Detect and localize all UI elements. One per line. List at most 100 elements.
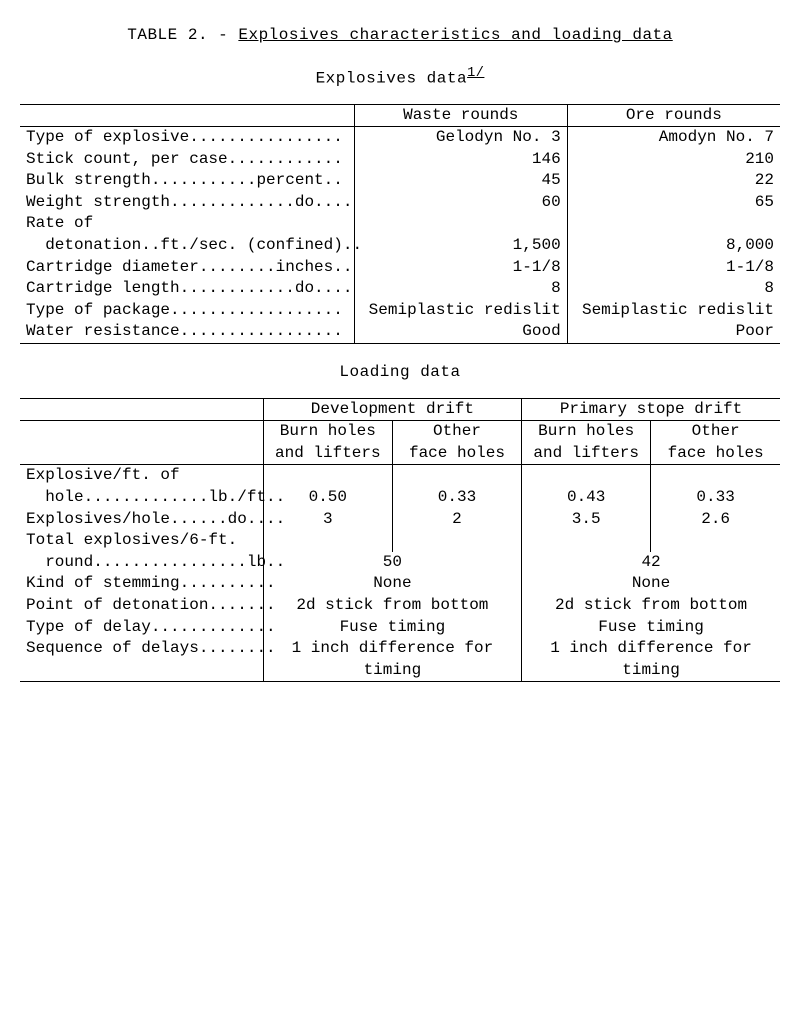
t1-label: Cartridge diameter........inches.. (20, 257, 354, 279)
caption-prefix: TABLE 2. - (127, 26, 238, 44)
t2-val: 0.43 (522, 487, 651, 509)
section1-subtitle-text: Explosives data (316, 69, 468, 87)
t2-label: Sequence of delays........ (20, 638, 263, 682)
t2-sh1-l2: face holes (392, 443, 521, 465)
table-row: round................lb.. 50 42 (20, 552, 780, 574)
t2-group-dev: Development drift (263, 398, 521, 421)
t2-blank2 (20, 421, 263, 465)
t2-dev: 50 (263, 552, 521, 574)
t2-pri: Fuse timing (522, 617, 780, 639)
t2-dev-l2: timing (263, 660, 521, 682)
t2-sh2-l2: and lifters (522, 443, 651, 465)
t2-val: 2.6 (651, 509, 780, 531)
table-row: Cartridge diameter........inches.. 1-1/8… (20, 257, 780, 279)
t1-waste: 60 (354, 192, 567, 214)
t2-val: 0.33 (392, 487, 521, 509)
t2-label: round................lb.. (20, 552, 263, 574)
t1-waste: Semiplastic redislit (354, 300, 567, 322)
table-row: Rate of (20, 213, 780, 235)
t2-pri: 2d stick from bottom (522, 595, 780, 617)
t1-waste: 1-1/8 (354, 257, 567, 279)
t1-waste: Good (354, 321, 567, 343)
t2-label: Explosive/ft. of (20, 465, 263, 487)
t2-label: Total explosives/6-ft. (20, 530, 263, 552)
t2-blank (20, 398, 263, 421)
t1-label: Stick count, per case............ (20, 149, 354, 171)
t2-val: 0.33 (651, 487, 780, 509)
t1-waste: 8 (354, 278, 567, 300)
table-row: Stick count, per case............ 146 21… (20, 149, 780, 171)
t2-pri: None (522, 573, 780, 595)
t2-sh1-l1: Other (392, 421, 521, 443)
t2-val: 3.5 (522, 509, 651, 531)
caption-title: Explosives characteristics and loading d… (238, 26, 672, 44)
t1-label: Rate of (20, 213, 354, 235)
t1-ore: 65 (567, 192, 780, 214)
t1-ore (567, 213, 780, 235)
t1-h2: Ore rounds (567, 104, 780, 127)
table-row: Explosives/hole......do.... 3 2 3.5 2.6 (20, 509, 780, 531)
table-row: Type of delay............. Fuse timing F… (20, 617, 780, 639)
t1-ore: 8 (567, 278, 780, 300)
table-row: Water resistance................. Good P… (20, 321, 780, 343)
explosives-data-table: Waste rounds Ore rounds Type of explosiv… (20, 104, 780, 345)
table-row: Point of detonation....... 2d stick from… (20, 595, 780, 617)
t2-label: Type of delay............. (20, 617, 263, 639)
t2-pri-l1: 1 inch difference for (522, 638, 780, 660)
t1-label: Cartridge length............do.... (20, 278, 354, 300)
table-row: detonation..ft./sec. (confined).. 1,500 … (20, 235, 780, 257)
t2-val: 2 (392, 509, 521, 531)
t1-waste: Gelodyn No. 3 (354, 127, 567, 149)
table-row: Total explosives/6-ft. (20, 530, 780, 552)
table-row: Type of explosive................ Gelody… (20, 127, 780, 149)
t2-label: hole.............lb./ft.. (20, 487, 263, 509)
t1-ore: 8,000 (567, 235, 780, 257)
t1-label: Weight strength.............do.... (20, 192, 354, 214)
t2-sub-header-row: Burn holes Other Burn holes Other (20, 421, 780, 443)
t2-pri: 42 (522, 552, 780, 574)
t2-sh0-l1: Burn holes (263, 421, 392, 443)
t2-dev: 2d stick from bottom (263, 595, 521, 617)
t2-dev: Fuse timing (263, 617, 521, 639)
t1-label: Type of explosive................ (20, 127, 354, 149)
t1-ore: 210 (567, 149, 780, 171)
t2-dev-l1: 1 inch difference for (263, 638, 521, 660)
table-row: Cartridge length............do.... 8 8 (20, 278, 780, 300)
t1-h0 (20, 104, 354, 127)
section1-subtitle: Explosives data1/ (20, 65, 780, 90)
t1-label: Type of package.................. (20, 300, 354, 322)
t2-label: Point of detonation....... (20, 595, 263, 617)
t2-label: Explosives/hole......do.... (20, 509, 263, 531)
t1-h1: Waste rounds (354, 104, 567, 127)
footnote-marker: 1/ (467, 66, 484, 81)
t2-sh2-l1: Burn holes (522, 421, 651, 443)
table-row: Type of package.................. Semipl… (20, 300, 780, 322)
t1-ore: Semiplastic redislit (567, 300, 780, 322)
t1-ore: Amodyn No. 7 (567, 127, 780, 149)
t1-waste: 146 (354, 149, 567, 171)
table-row: hole.............lb./ft.. 0.50 0.33 0.43… (20, 487, 780, 509)
t2-group-header-row: Development drift Primary stope drift (20, 398, 780, 421)
t2-pri-l2: timing (522, 660, 780, 682)
t2-sh0-l2: and lifters (263, 443, 392, 465)
table-row: Bulk strength...........percent.. 45 22 (20, 170, 780, 192)
t2-label: Kind of stemming.......... (20, 573, 263, 595)
t2-sh3-l2: face holes (651, 443, 780, 465)
table-row: Weight strength.............do.... 60 65 (20, 192, 780, 214)
t2-group-pri: Primary stope drift (522, 398, 780, 421)
t1-ore: 1-1/8 (567, 257, 780, 279)
table-row: Kind of stemming.......... None None (20, 573, 780, 595)
t1-waste: 1,500 (354, 235, 567, 257)
t2-dev: None (263, 573, 521, 595)
t1-header-row: Waste rounds Ore rounds (20, 104, 780, 127)
t1-label: Water resistance................. (20, 321, 354, 343)
section2-subtitle: Loading data (20, 362, 780, 384)
t2-sh3-l1: Other (651, 421, 780, 443)
t1-label: Bulk strength...........percent.. (20, 170, 354, 192)
t1-ore: 22 (567, 170, 780, 192)
table-row: Sequence of delays........ 1 inch differ… (20, 638, 780, 660)
t1-label: detonation..ft./sec. (confined).. (20, 235, 354, 257)
loading-data-table: Development drift Primary stope drift Bu… (20, 398, 780, 683)
table-caption: TABLE 2. - Explosives characteristics an… (20, 25, 780, 47)
t1-ore: Poor (567, 321, 780, 343)
